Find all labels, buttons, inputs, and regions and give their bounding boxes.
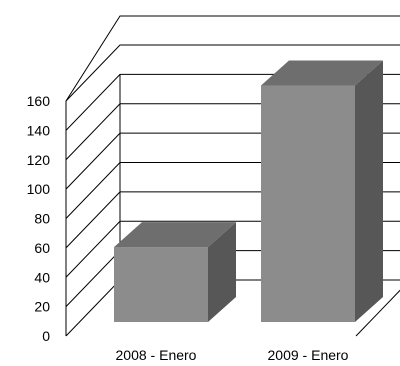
bar-2008-enero [114,222,236,322]
y-axis-ticks: 0 20 40 60 80 100 120 140 160 [27,93,51,344]
gridlines [65,15,400,337]
gridline-160 [65,44,400,102]
bar-top-face [114,222,236,248]
x-category-label-2008: 2008 - Enero [116,347,197,363]
y-tick-label-60: 60 [34,240,50,256]
bar-side-face [208,222,236,322]
y-tick-label-80: 80 [34,211,50,227]
gridline-top [65,15,400,102]
bar-side-face [355,60,383,322]
x-category-label-2009: 2009 - Enero [268,347,349,363]
y-tick-label-40: 40 [34,269,50,285]
bar-top-face [261,60,383,86]
y-tick-label-20: 20 [34,299,50,315]
y-tick-label-100: 100 [27,181,51,197]
bar-2009-enero [261,60,383,322]
x-axis-labels: 2008 - Enero 2009 - Enero [116,347,349,363]
y-tick-label-160: 160 [27,93,51,109]
y-tick-label-120: 120 [27,152,51,168]
y-tick-label-0: 0 [42,328,50,344]
bar-front-face [114,247,208,322]
y-tick-label-140: 140 [27,122,51,138]
bars [114,60,383,322]
bar-front-face [261,85,355,322]
